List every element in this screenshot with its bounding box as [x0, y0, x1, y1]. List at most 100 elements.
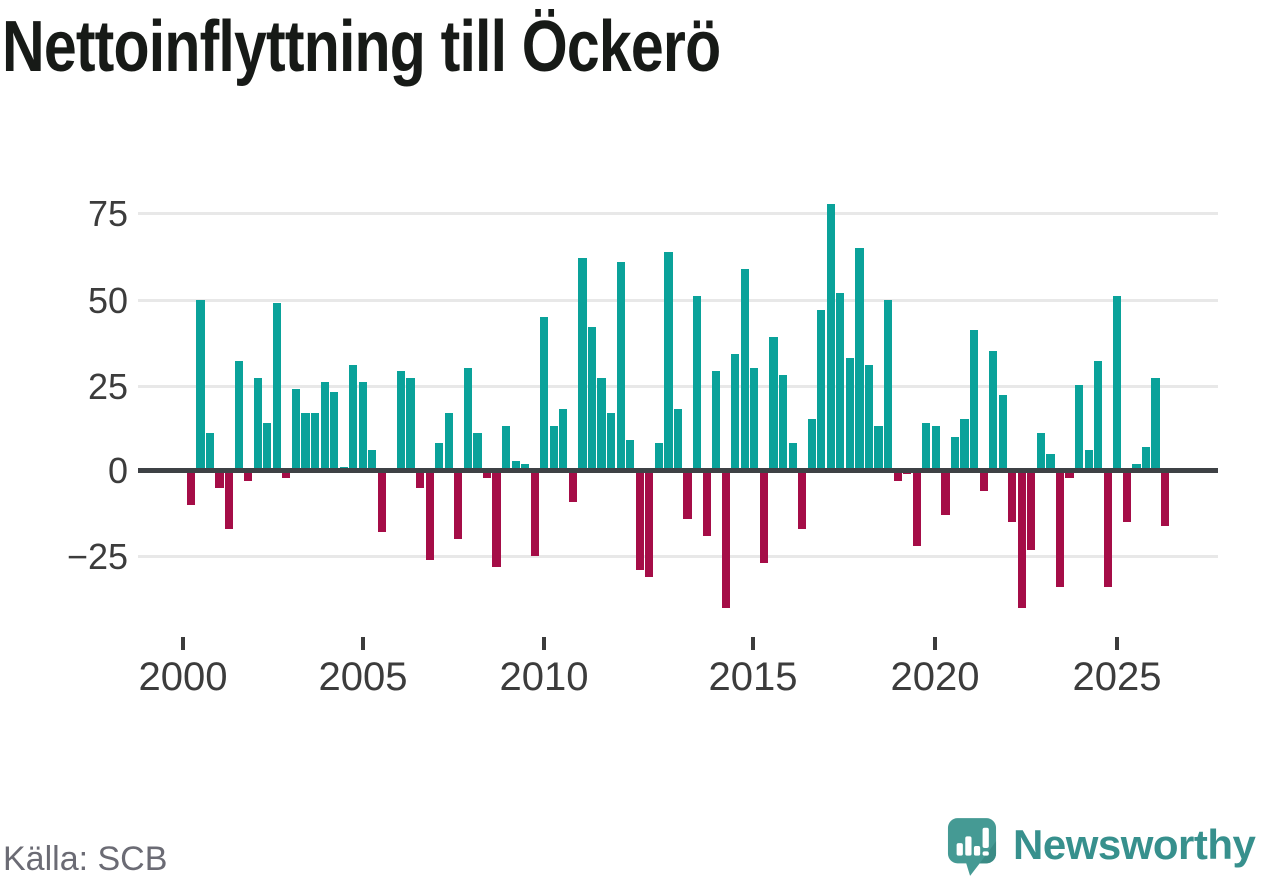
bar [597, 378, 606, 471]
bar [482, 470, 492, 478]
bar [473, 433, 482, 471]
bar [950, 436, 960, 471]
bar [845, 357, 854, 471]
bar [186, 470, 195, 506]
gridline-25 [138, 385, 1218, 388]
bar [282, 470, 291, 478]
bar [941, 470, 950, 516]
bar [836, 292, 845, 471]
bar [463, 368, 472, 471]
bar [225, 470, 234, 530]
bar [817, 309, 826, 471]
y-axis-label: 25 [87, 365, 128, 407]
bar [960, 419, 969, 471]
x-axis-tick [751, 637, 755, 650]
bar [654, 443, 663, 471]
brand-name: Newsworthy [1013, 821, 1256, 868]
bar [310, 412, 320, 471]
bar [244, 470, 253, 482]
bar [645, 470, 654, 577]
bar [425, 470, 434, 560]
bar [396, 371, 406, 471]
newsworthy-logo-icon [947, 818, 997, 876]
bar [530, 470, 539, 557]
gridline-50 [138, 299, 1218, 302]
x-axis-label: 2000 [138, 655, 228, 699]
bar [1122, 470, 1131, 523]
bar [568, 470, 578, 502]
bar [750, 368, 759, 471]
bar [884, 299, 893, 471]
brand-lockup: Newsworthy [947, 817, 1256, 879]
x-axis-tick [1115, 637, 1119, 650]
bar [1141, 446, 1151, 471]
bar [855, 248, 864, 471]
bar [215, 470, 224, 488]
bar [234, 361, 243, 471]
bar [616, 261, 625, 471]
bar [721, 470, 730, 608]
bar [635, 470, 644, 571]
bar [1161, 470, 1170, 526]
y-axis-label: −25 [66, 535, 128, 577]
bar [377, 470, 386, 533]
bar [989, 350, 998, 471]
bar [205, 433, 215, 471]
x-axis-label: 2010 [499, 655, 589, 699]
bar [272, 302, 281, 471]
bar [1103, 470, 1112, 588]
x-axis-label: 2015 [708, 655, 798, 699]
bar [368, 450, 377, 471]
bar [702, 470, 711, 536]
x-axis-tick [361, 637, 365, 650]
bar [893, 470, 902, 482]
bar [416, 470, 425, 488]
bar [673, 409, 683, 471]
bar [874, 426, 883, 471]
bar [454, 470, 463, 540]
zero-axis-line [138, 468, 1218, 473]
bar [587, 326, 597, 471]
bar [1036, 433, 1046, 471]
y-axis-label: 50 [87, 279, 128, 321]
bar [664, 251, 673, 471]
bar [521, 463, 530, 471]
bar [807, 419, 816, 471]
bar [549, 426, 558, 471]
bar [1094, 361, 1103, 471]
bar [693, 296, 702, 471]
bar [320, 381, 329, 471]
bar [712, 371, 721, 471]
bar [769, 337, 778, 471]
y-axis-label: 75 [87, 193, 128, 234]
bar [1132, 463, 1141, 471]
bar [1151, 378, 1160, 471]
bar [578, 258, 587, 471]
bar [788, 443, 797, 471]
bar [826, 203, 835, 471]
bar [864, 364, 874, 471]
bar [979, 470, 988, 492]
x-axis-label: 2025 [1072, 655, 1162, 699]
bar [1027, 470, 1036, 550]
bar [196, 299, 205, 471]
bar [444, 412, 453, 471]
bar [559, 409, 568, 471]
x-axis-label: 2005 [318, 655, 408, 699]
bar [998, 395, 1007, 471]
bar [358, 381, 367, 471]
bar [912, 470, 921, 547]
bar [540, 316, 549, 471]
bar [492, 470, 501, 567]
bar [253, 378, 262, 471]
bar [1017, 470, 1026, 608]
bar [349, 364, 358, 471]
bar [435, 443, 444, 471]
bar [922, 422, 931, 471]
gridline-neg25 [138, 555, 1218, 558]
bar [778, 374, 788, 471]
bar [683, 470, 692, 519]
gridline-75 [138, 212, 1218, 215]
bar [263, 422, 272, 471]
